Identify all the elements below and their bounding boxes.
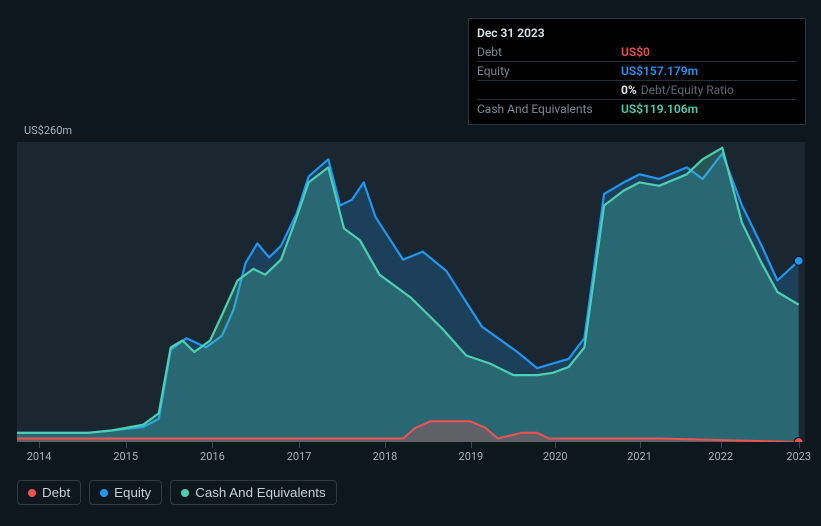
legend-item-cash[interactable]: Cash And Equivalents — [170, 480, 336, 505]
tooltip-ratio: 0% Debt/Equity Ratio — [621, 81, 797, 100]
x-tick — [721, 442, 722, 448]
x-tick-label: 2023 — [786, 450, 811, 463]
legend: Debt Equity Cash And Equivalents — [17, 480, 337, 505]
x-tick-label: 2017 — [287, 450, 312, 463]
legend-label-debt: Debt — [42, 485, 70, 500]
legend-item-debt[interactable]: Debt — [17, 480, 81, 505]
chart-plot-area[interactable] — [17, 142, 805, 442]
x-axis: 2014201520162017201820192020202120222023 — [17, 442, 805, 472]
equity-end-marker — [794, 256, 803, 265]
x-tick — [212, 442, 213, 448]
tooltip-equity-value: US$157.179m — [621, 62, 797, 81]
x-tick — [39, 442, 40, 448]
legend-dot-cash — [181, 489, 189, 497]
x-tick-label: 2022 — [708, 450, 733, 463]
x-tick — [555, 442, 556, 448]
legend-dot-debt — [28, 489, 36, 497]
tooltip-cash-value: US$119.106m — [621, 100, 797, 119]
x-tick — [385, 442, 386, 448]
legend-dot-equity — [100, 489, 108, 497]
tooltip-ratio-pct: 0% — [621, 83, 637, 97]
series-cash — [17, 148, 799, 442]
x-tick — [126, 442, 127, 448]
x-tick — [471, 442, 472, 448]
x-tick — [640, 442, 641, 448]
legend-label-equity: Equity — [114, 485, 151, 500]
tooltip-equity-label: Equity — [477, 62, 621, 81]
x-tick-label: 2014 — [27, 450, 52, 463]
tooltip-date: Dec 31 2023 — [477, 23, 797, 43]
tooltip-panel: Dec 31 2023 Debt US$0 Equity US$157.179m… — [468, 18, 806, 125]
chart-svg — [17, 142, 805, 442]
x-tick — [799, 442, 800, 448]
x-tick-label: 2019 — [459, 450, 484, 463]
tooltip-ratio-label: Debt/Equity Ratio — [641, 83, 734, 97]
tooltip-debt-value: US$0 — [621, 43, 797, 62]
x-tick-label: 2018 — [373, 450, 398, 463]
x-tick-label: 2016 — [200, 450, 225, 463]
x-tick-label: 2015 — [113, 450, 138, 463]
tooltip-table: Debt US$0 Equity US$157.179m 0% Debt/Equi… — [477, 43, 797, 118]
tooltip-debt-label: Debt — [477, 43, 621, 62]
x-tick — [299, 442, 300, 448]
legend-label-cash: Cash And Equivalents — [195, 485, 325, 500]
tooltip-cash-label: Cash And Equivalents — [477, 100, 621, 119]
y-axis-max-label: US$260m — [24, 124, 72, 137]
x-tick-label: 2020 — [543, 450, 568, 463]
legend-item-equity[interactable]: Equity — [89, 480, 162, 505]
x-tick-label: 2021 — [627, 450, 652, 463]
